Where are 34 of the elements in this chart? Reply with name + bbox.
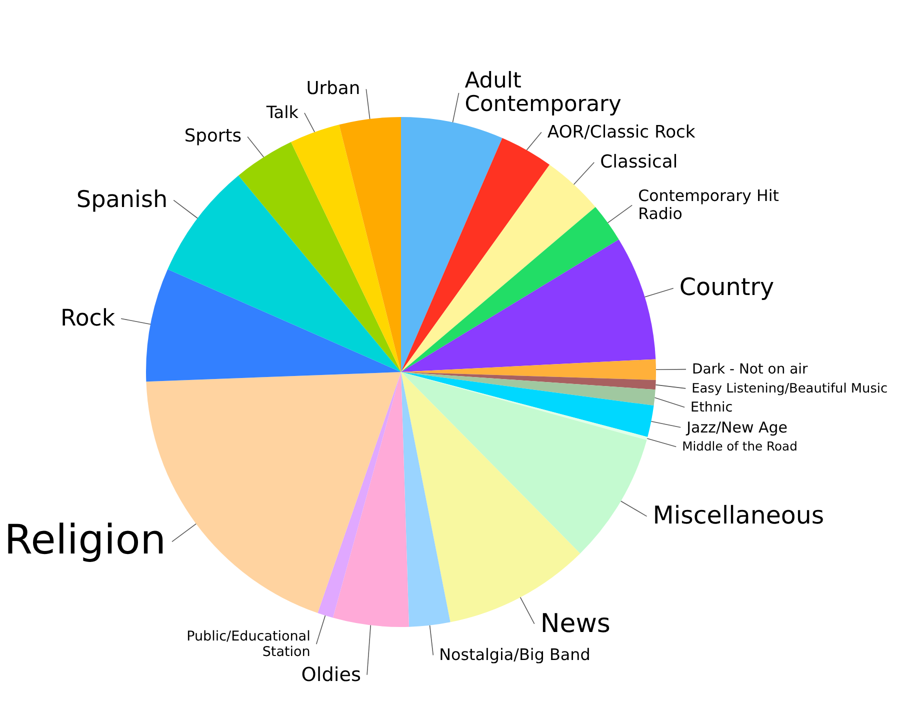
pie-slice xyxy=(401,138,550,372)
slice-label: Middle of the Road xyxy=(682,440,798,454)
slice-label: Classical xyxy=(600,151,678,172)
pie-slice xyxy=(168,176,401,372)
slice-label: Dark - Not on air xyxy=(692,361,808,378)
pie-slice xyxy=(401,239,656,372)
slice-label: Talk xyxy=(265,102,299,122)
slice-label: Easy Listening/Beautiful Music xyxy=(692,381,888,396)
pie-slice xyxy=(339,117,401,372)
slice-label: Nostalgia/Big Band xyxy=(439,645,590,664)
pie-slice xyxy=(401,372,450,627)
pie-slice xyxy=(401,207,619,372)
slice-label: Oldies xyxy=(301,662,362,686)
slice-label: Contemporary Hit Radio xyxy=(638,186,779,223)
slice-label: Country xyxy=(679,273,774,302)
slice-label: Urban xyxy=(306,78,360,100)
slice-label: Jazz/New Age xyxy=(686,418,788,436)
pie-slice xyxy=(318,372,401,618)
slice-label: Public/Educational Station xyxy=(186,628,310,660)
pie-slice xyxy=(332,372,410,627)
pie-slice xyxy=(401,372,647,554)
slice-label: Religion xyxy=(4,516,166,564)
pie-slice xyxy=(401,372,656,406)
slice-label: News xyxy=(540,608,610,639)
slice-label: Spanish xyxy=(76,187,168,214)
slice-label: Sports xyxy=(184,126,242,147)
pie-slice xyxy=(146,269,401,382)
slice-label: AOR/Classic Rock xyxy=(547,122,696,142)
pie-slice xyxy=(401,117,502,372)
slice-label: Miscellaneous xyxy=(652,500,824,530)
slice-label: Ethnic xyxy=(690,399,733,416)
slice-label: Rock xyxy=(60,306,116,332)
slice-label: Adult Contemporary xyxy=(464,68,622,118)
pie-slice xyxy=(290,124,401,372)
